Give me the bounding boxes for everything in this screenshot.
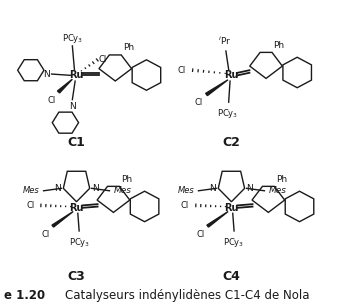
Text: C3: C3	[68, 270, 85, 283]
Text: Cl: Cl	[26, 201, 34, 210]
Text: Mes: Mes	[268, 186, 286, 195]
Text: Ru: Ru	[224, 70, 239, 80]
Text: N: N	[69, 102, 76, 110]
Text: Cl: Cl	[194, 98, 202, 107]
Text: PCy$_3$: PCy$_3$	[217, 107, 238, 120]
Text: PCy$_3$: PCy$_3$	[68, 236, 90, 249]
Text: Ru: Ru	[69, 70, 84, 80]
Text: Ru: Ru	[69, 203, 84, 213]
Text: PCy$_3$: PCy$_3$	[62, 32, 83, 45]
Text: N: N	[210, 184, 216, 193]
Text: N: N	[43, 69, 49, 79]
Text: Mes: Mes	[114, 186, 131, 195]
Polygon shape	[52, 211, 73, 227]
Text: N: N	[247, 184, 253, 193]
Text: Ph: Ph	[273, 41, 284, 50]
Text: Mes: Mes	[23, 186, 40, 195]
Text: Cl: Cl	[47, 96, 56, 105]
Text: $^{i}$Pr: $^{i}$Pr	[218, 35, 231, 47]
Text: N: N	[92, 184, 98, 193]
Text: C4: C4	[222, 270, 240, 283]
Text: Cl: Cl	[197, 230, 205, 239]
Polygon shape	[57, 79, 72, 93]
Text: e 1.20: e 1.20	[4, 289, 45, 302]
Text: Cl: Cl	[181, 201, 189, 210]
Text: N: N	[54, 184, 61, 193]
Text: Cl: Cl	[99, 55, 107, 65]
Text: PCy$_3$: PCy$_3$	[224, 236, 245, 249]
Text: Ph: Ph	[123, 43, 134, 52]
Text: C1: C1	[68, 136, 85, 149]
Polygon shape	[206, 80, 228, 95]
Text: Ph: Ph	[121, 175, 132, 184]
Text: Ru: Ru	[224, 203, 239, 213]
Text: C2: C2	[222, 136, 240, 149]
Text: Cl: Cl	[178, 66, 186, 75]
Text: Mes: Mes	[178, 186, 194, 195]
Text: Ph: Ph	[276, 175, 287, 184]
Text: Catalyseurs indénylidènes C1-C4 de Nola: Catalyseurs indénylidènes C1-C4 de Nola	[50, 289, 310, 302]
Text: Cl: Cl	[42, 230, 50, 239]
Polygon shape	[207, 211, 228, 227]
